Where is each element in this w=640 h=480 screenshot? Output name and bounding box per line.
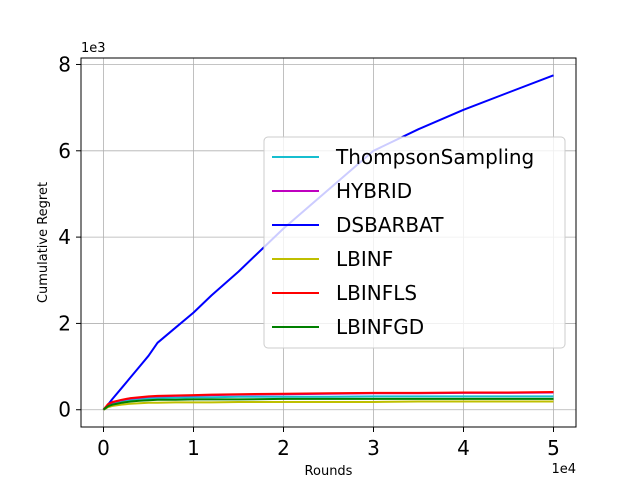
y-axis-offset-label: 1e3 [81, 41, 106, 56]
y-tick-label: 0 [58, 398, 71, 422]
x-tick-label: 5 [547, 436, 560, 460]
series-line-lbinf [102, 400, 554, 411]
series-line-dsbarbat [102, 74, 554, 411]
series-line-lbinfls [102, 391, 554, 411]
y-tick-label: 2 [58, 311, 71, 335]
legend-box [263, 136, 566, 349]
legend-label: HYBRID [336, 179, 412, 203]
x-tick-label: 4 [457, 436, 470, 460]
series-lines [102, 74, 554, 411]
x-axis-offset-label: 1e4 [551, 462, 576, 477]
x-tick-label: 0 [97, 436, 110, 460]
y-tick-label: 8 [58, 52, 71, 76]
legend-label: LBINFGD [336, 315, 424, 339]
legend-label: DSBARBAT [336, 213, 444, 237]
x-tick-label: 2 [277, 436, 290, 460]
axis-ticks: 0 1 2 3 4 5 0 2 4 6 8 [58, 52, 560, 460]
y-tick-label: 6 [58, 139, 71, 163]
legend: ThompsonSampling HYBRID DSBARBAT LBINF LBINF… [263, 136, 566, 349]
plot-frame [80, 57, 577, 428]
legend-label: LBINF [336, 247, 393, 271]
legend-label: LBINFLS [336, 281, 417, 305]
x-tick-label: 1 [187, 436, 200, 460]
y-tick-label: 4 [58, 225, 71, 249]
x-axis-label: Rounds [305, 464, 353, 479]
x-tick-label: 3 [367, 436, 380, 460]
legend-label: ThompsonSampling [335, 145, 534, 169]
y-axis-label: Cumulative Regret [36, 182, 51, 303]
series-line-lbinfgd [102, 397, 554, 411]
